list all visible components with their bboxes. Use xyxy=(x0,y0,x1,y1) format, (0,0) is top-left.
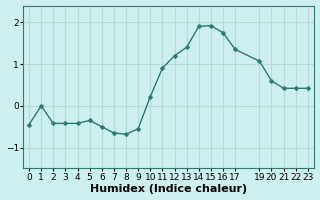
X-axis label: Humidex (Indice chaleur): Humidex (Indice chaleur) xyxy=(90,184,247,194)
